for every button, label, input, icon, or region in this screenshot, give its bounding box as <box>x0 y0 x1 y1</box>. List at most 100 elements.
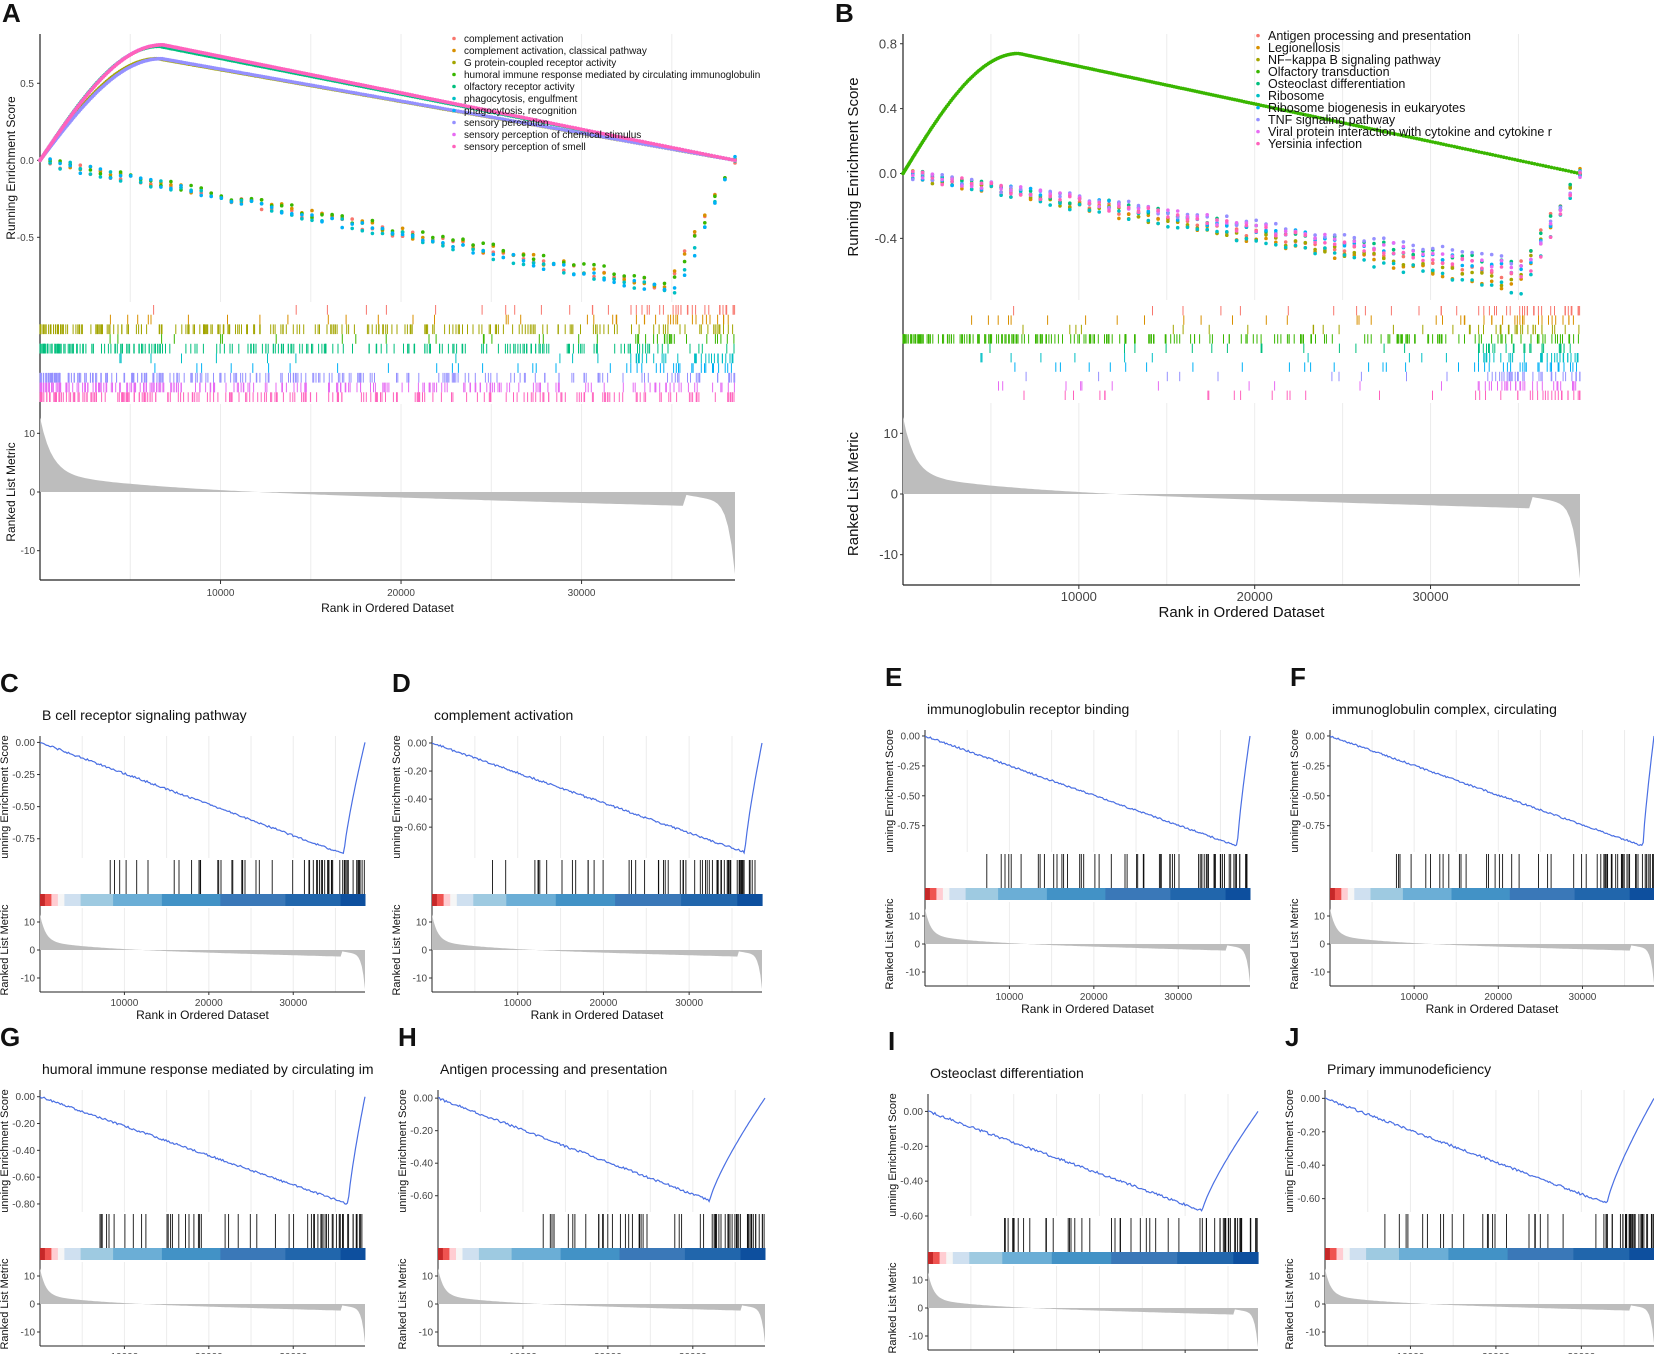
panel-A-point-6-14 <box>189 189 193 194</box>
panel-B-metric-area <box>903 417 1580 579</box>
panel-B-rug-9 <box>1023 390 1581 400</box>
panel-B-es-tick-label-2: 0.4 <box>879 101 897 116</box>
panel-B-point-7-22 <box>1126 199 1131 204</box>
panel-A-point-6-68 <box>733 154 737 159</box>
panel-B-point-5-40 <box>1303 246 1308 250</box>
panel-B-point-8-61 <box>1509 265 1514 270</box>
panel-A-point-6-30 <box>350 222 355 226</box>
panel-A-point-3-12 <box>169 179 173 184</box>
panel-A-point-1-35 <box>400 226 405 231</box>
panel-B-point-5-16 <box>1068 207 1072 212</box>
panel-A-point-7-279 <box>618 138 622 142</box>
panel-B-point-6-57 <box>1470 264 1474 268</box>
panel-A-point-7-248 <box>532 123 537 127</box>
panel-B-point-9-46 <box>1362 249 1366 253</box>
panel-B-point-1-54 <box>1440 274 1445 279</box>
panel-A-point-6-27 <box>320 219 324 224</box>
panel-B-point-9-15 <box>1058 197 1062 202</box>
panel-A-point-5-9 <box>138 180 143 184</box>
panel-A-point-6-29 <box>340 225 345 230</box>
panel-B-point-5-33 <box>1234 238 1239 243</box>
panel-B-point-5-17 <box>1077 202 1082 207</box>
panel-A-x-tick-label-2: 30000 <box>568 588 596 599</box>
panel-A-point-3-24 <box>290 203 294 207</box>
panel-A-point-3-39 <box>441 234 445 239</box>
panel-B-point-8-55 <box>1450 254 1455 258</box>
panel-B-point-8-52 <box>1421 252 1425 257</box>
panel-A-point-3-57 <box>622 274 626 278</box>
panel-B-point-8-59 <box>1489 265 1494 269</box>
panel-B-point-9-2 <box>930 176 935 180</box>
panel-B-legend-key-0 <box>1256 33 1260 38</box>
panel-A-point-6-64 <box>692 253 697 258</box>
panel-A-series-1 <box>48 157 737 289</box>
panel-B-point-4-49 <box>1391 247 1396 252</box>
panel-B-point-7-48 <box>1382 236 1386 240</box>
panel-A-legend-label-2: G protein-coupled receptor activity <box>464 58 616 69</box>
panel-A-point-5-5 <box>98 175 103 179</box>
panel-B-rug-6 <box>1014 362 1577 372</box>
panel-A-point-7-243 <box>519 120 524 125</box>
panel-B-legend-key-3 <box>1256 69 1260 74</box>
panel-B-point-5-22 <box>1126 217 1131 221</box>
panel-B-point-7-56 <box>1460 250 1465 254</box>
panel-A-point-7-254 <box>549 125 553 130</box>
panel-B-point-8-13 <box>1038 188 1043 192</box>
panel-B-point-5-49 <box>1391 261 1396 266</box>
panel-B-point-7-45 <box>1352 235 1357 240</box>
panel-B-rug-0 <box>1013 306 1581 316</box>
panel-B-point-7-52 <box>1421 247 1425 252</box>
panel-A-point-3-21 <box>259 198 264 202</box>
panel-A-point-5-4 <box>88 172 93 176</box>
panel-B-point-8-49 <box>1391 241 1396 245</box>
panel-B-point-9-24 <box>1146 206 1151 211</box>
panel-A-x-tick-label-0: 10000 <box>207 588 235 599</box>
panel-A-point-5-47 <box>521 262 526 267</box>
panel-A-point-3-42 <box>471 243 475 247</box>
panel-A-point-5-42 <box>471 247 475 252</box>
panel-A-point-3-7 <box>118 170 123 174</box>
panel-B-point-4-47 <box>1372 241 1376 246</box>
panel-A-point-6-42 <box>471 251 475 255</box>
panel-B-legend-key-6 <box>1256 105 1260 110</box>
panel-B-point-9-43 <box>1332 242 1337 246</box>
panel-A-point-3-55 <box>602 264 606 268</box>
panel-A-point-3-54 <box>592 262 596 267</box>
panel-A-metric-tick-label-2: 10 <box>24 429 36 440</box>
panel-B-point-6-37 <box>1274 229 1278 233</box>
panel-A-point-6-35 <box>400 232 405 237</box>
panel-B-point-4-63 <box>1529 249 1533 253</box>
panel-B-point-8-3 <box>940 177 944 182</box>
panel-A-point-6-57 <box>622 283 626 288</box>
panel-B-point-9-12 <box>1028 192 1033 197</box>
panel-B-point-5-63 <box>1529 272 1533 277</box>
panel-B-point-9-65 <box>1548 235 1553 239</box>
panel-B-point-9-51 <box>1411 255 1415 260</box>
panel-B-point-4-67 <box>1568 182 1572 187</box>
panel-A-point-6-11 <box>159 185 163 189</box>
panel-B-point-0-56 <box>1460 268 1465 272</box>
panel-A-point-7-273 <box>601 135 605 139</box>
panel-B-point-7-0 <box>911 177 915 182</box>
panel-B-point-9-55 <box>1450 262 1455 266</box>
panel-A-point-9-314 <box>718 155 723 160</box>
panel-A-point-6-55 <box>602 278 606 282</box>
panel-B-point-8-48 <box>1382 243 1386 247</box>
panel-A-point-9-308 <box>701 152 705 156</box>
panel-A-point-7-240 <box>511 119 516 123</box>
panel-A-point-6-36 <box>410 233 415 238</box>
panel-B-point-8-15 <box>1058 191 1062 195</box>
panel-B-point-8-10 <box>1009 188 1013 193</box>
panel-B-point-7-58 <box>1480 251 1484 256</box>
panel-C-es-line <box>39 742 366 855</box>
panel-A-point-3-65 <box>703 221 707 225</box>
panel-A-letter: A <box>2 0 21 28</box>
panel-A-point-0-62 <box>672 271 677 276</box>
panel-B-point-8-43 <box>1332 237 1337 241</box>
panel-A-rug-1 <box>109 314 729 325</box>
panel-B-point-9-61 <box>1509 271 1514 275</box>
panel-C-letter: C <box>0 668 19 698</box>
panel-A-point-6-28 <box>330 216 334 221</box>
panel-A-point-6-53 <box>582 272 586 276</box>
